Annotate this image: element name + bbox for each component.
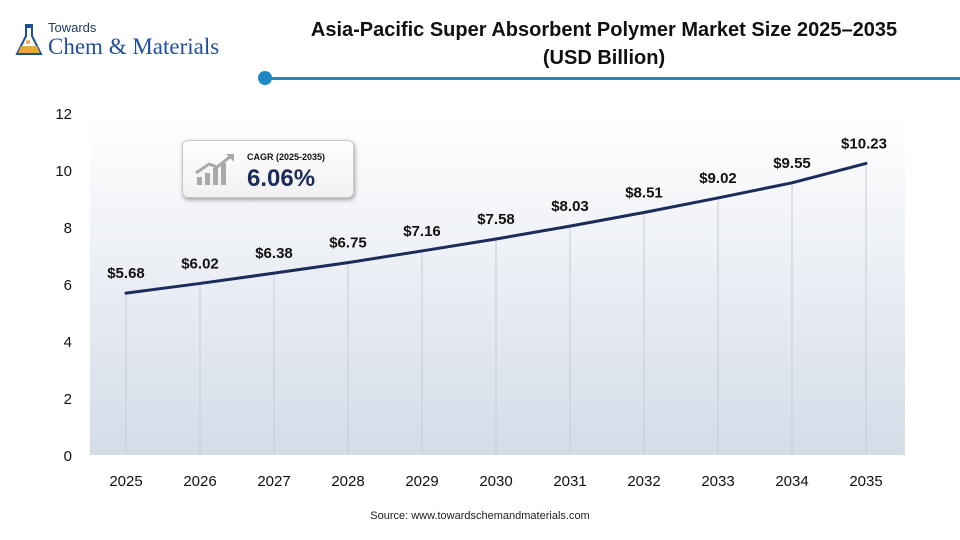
- data-label: $6.02: [181, 255, 219, 272]
- y-tick-label: 12: [55, 106, 72, 123]
- y-axis: 0 2 4 6 8 10 12: [55, 106, 72, 465]
- data-label: $8.03: [551, 198, 589, 215]
- data-label: $10.23: [841, 135, 887, 152]
- series-line: [124, 161, 868, 295]
- logo-small-text: Towards: [48, 20, 97, 35]
- x-tick-label: 2030: [479, 473, 512, 490]
- x-axis: 2025 2026 2027 2028 2029 2030 2031 2032 2033 2034…: [109, 473, 882, 490]
- x-tick-label: 2029: [405, 473, 438, 490]
- data-label: $6.75: [329, 235, 367, 252]
- flask-icon: [15, 24, 43, 55]
- y-tick-label: 8: [64, 220, 72, 237]
- data-label: $7.16: [403, 223, 441, 240]
- x-tick-label: 2033: [701, 473, 734, 490]
- chart-title-line1: Asia-Pacific Super Absorbent Polymer Mar…: [310, 19, 898, 41]
- x-tick-label: 2031: [553, 473, 586, 490]
- data-label: $6.38: [255, 245, 293, 262]
- x-tick-label: 2028: [331, 473, 364, 490]
- y-tick-label: 10: [55, 163, 72, 180]
- growth-chart-icon: [195, 154, 234, 185]
- data-label: $7.58: [477, 211, 515, 228]
- x-tick-label: 2025: [109, 473, 142, 490]
- logo-main-text: Chem & Materials: [48, 34, 220, 59]
- title-rule: [268, 77, 960, 80]
- chart-title: Asia-Pacific Super Absorbent Polymer Mar…: [258, 16, 950, 72]
- data-label: $8.51: [625, 184, 663, 201]
- title-rule-dot: [258, 71, 272, 85]
- data-label: $9.02: [699, 170, 737, 187]
- data-labels: $5.68 $6.02 $6.38 $6.75 $7.16 $7.58 $8.03 $8.51…: [107, 135, 887, 282]
- y-tick-label: 6: [64, 277, 72, 294]
- data-label: $9.55: [773, 155, 811, 172]
- x-tick-label: 2032: [627, 473, 660, 490]
- x-tick-label: 2035: [849, 473, 882, 490]
- y-tick-label: 0: [64, 448, 72, 465]
- x-tick-label: 2034: [775, 473, 808, 490]
- x-tick-label: 2026: [183, 473, 216, 490]
- data-label: $5.68: [107, 265, 145, 282]
- source-note: Source: www.towardschemandmaterials.com: [370, 510, 590, 522]
- x-tick-label: 2027: [257, 473, 290, 490]
- grid-lines: [125, 163, 867, 455]
- cagr-value: 6.06%: [247, 165, 316, 192]
- y-tick-label: 4: [64, 334, 72, 351]
- brand-logo: Towards Chem & Materials: [14, 18, 254, 68]
- y-tick-label: 2: [64, 391, 72, 408]
- chart-title-line2: (USD Billion): [542, 47, 666, 69]
- cagr-callout: CAGR (2025-2035) 6.06%: [182, 140, 354, 198]
- cagr-label: CAGR (2025-2035): [247, 152, 326, 162]
